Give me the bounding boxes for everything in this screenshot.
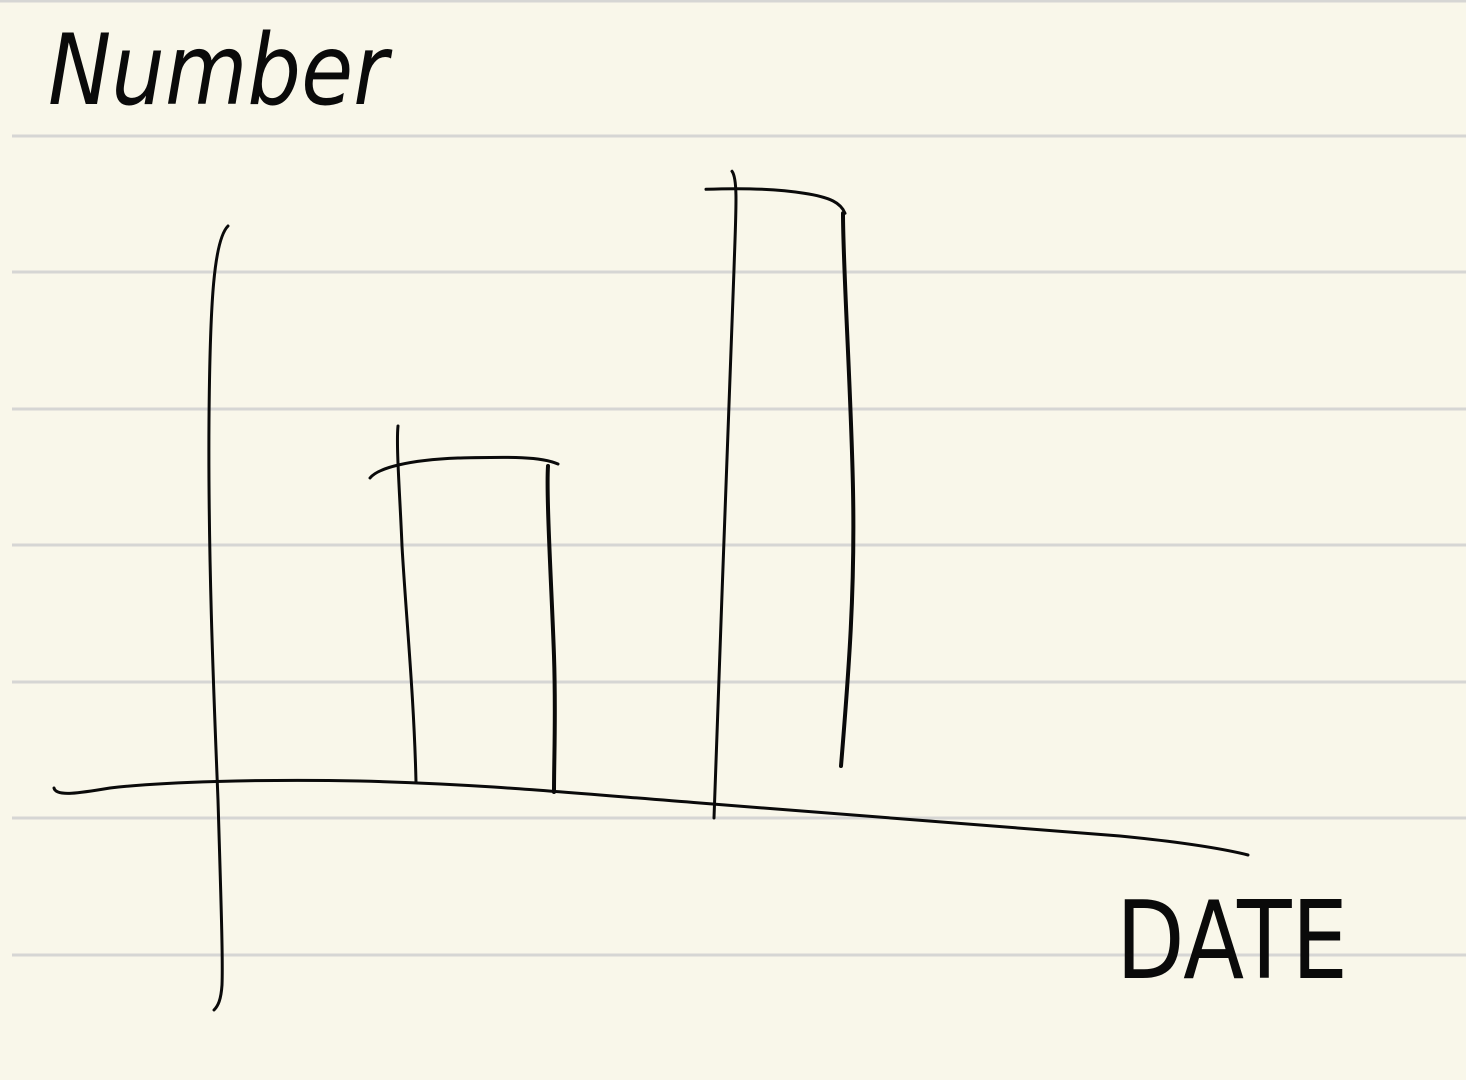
bar-right-edge	[839, 211, 856, 768]
ruled-lines	[0, 0, 1466, 957]
bar-2	[704, 169, 856, 820]
bar-top-edge	[368, 455, 560, 480]
x-axis-line	[52, 778, 1250, 857]
bar-right-edge	[545, 464, 557, 794]
bar-top-edge	[704, 187, 847, 215]
bar-left-edge	[395, 424, 418, 784]
y-axis-line	[207, 224, 230, 1012]
bars-group	[368, 169, 856, 820]
y-axis-label: Number	[48, 14, 393, 128]
bar-1	[368, 424, 560, 794]
x-axis-label: DATE	[1116, 879, 1348, 1004]
bar-left-edge	[712, 169, 738, 820]
